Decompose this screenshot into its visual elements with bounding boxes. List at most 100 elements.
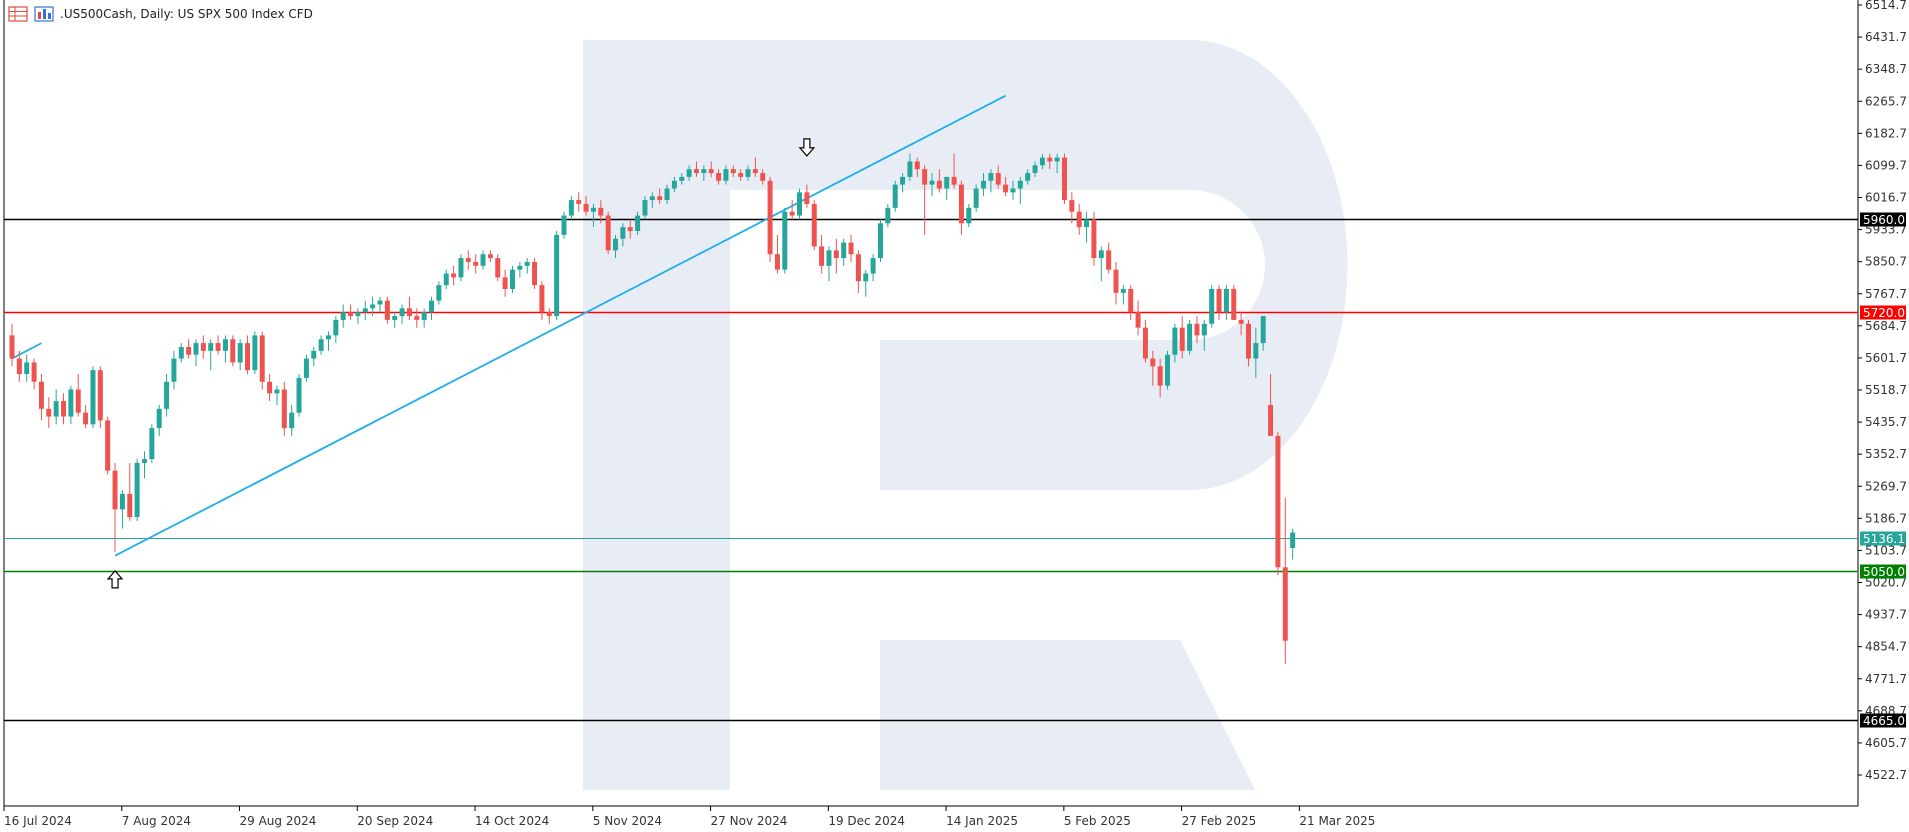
candle-body — [1091, 219, 1097, 259]
candle — [524, 258, 530, 274]
x-tick-label: 7 Aug 2024 — [122, 814, 191, 828]
level-5136-label-text: 5136.1 — [1863, 532, 1905, 546]
candle-body — [1003, 184, 1009, 193]
level-5720-label: 5720.0 — [1860, 305, 1906, 320]
candle — [245, 335, 251, 375]
candle-body — [384, 300, 390, 320]
candle — [38, 374, 44, 421]
candle — [811, 200, 817, 251]
y-tick-label: 5103.7 — [1865, 543, 1907, 557]
candle — [208, 339, 214, 371]
candle — [936, 169, 942, 193]
candle-body — [31, 362, 37, 382]
candle — [767, 176, 773, 262]
candle — [819, 234, 825, 274]
candle-body — [215, 343, 221, 351]
candle — [399, 304, 405, 324]
candle — [473, 254, 479, 274]
candle-body — [892, 184, 898, 208]
candle — [1039, 153, 1045, 170]
candle-body — [767, 180, 773, 255]
y-tick-label: 4937.7 — [1865, 608, 1907, 622]
candle — [1275, 432, 1281, 576]
candle-body — [1120, 288, 1126, 293]
candle — [892, 180, 898, 212]
candle — [127, 462, 133, 521]
y-tick-label: 6348.7 — [1865, 62, 1907, 76]
candle-body — [649, 196, 655, 201]
y-tick-label: 6182.7 — [1865, 126, 1907, 140]
candle — [1260, 316, 1266, 351]
candle-body — [973, 188, 979, 208]
candle-body — [311, 350, 317, 359]
y-tick-label: 4605.7 — [1865, 736, 1907, 750]
levels-layer — [4, 218, 1858, 722]
candle — [1091, 211, 1097, 266]
candle-body — [325, 335, 331, 340]
candle-body — [1282, 567, 1288, 641]
candle-body — [502, 277, 508, 289]
candle-body — [495, 258, 501, 278]
candle — [833, 238, 839, 274]
candle — [981, 173, 987, 197]
table-icon[interactable] — [8, 6, 28, 22]
candle — [46, 397, 52, 429]
candle-body — [1039, 157, 1045, 166]
candle-body — [458, 258, 464, 278]
bars-icon[interactable] — [34, 6, 54, 22]
candle — [1025, 169, 1031, 185]
y-tick-label: 6514.7 — [1865, 0, 1907, 12]
candle — [642, 196, 648, 220]
y-tick-label: 4522.7 — [1865, 768, 1907, 782]
candle — [613, 234, 619, 259]
plot-frame — [3, 0, 1859, 807]
candle-body — [487, 254, 493, 259]
candle — [24, 354, 30, 382]
candle-body — [112, 470, 118, 510]
x-tick-label: 5 Nov 2024 — [593, 814, 662, 828]
candle — [1290, 528, 1296, 560]
candle-body — [289, 412, 295, 429]
candle — [421, 308, 427, 328]
candle-body — [61, 401, 67, 417]
candle — [774, 234, 780, 274]
candle — [1150, 350, 1156, 386]
candle-body — [68, 389, 74, 417]
candle-body — [119, 493, 125, 510]
candle-body — [797, 192, 803, 216]
x-tick-label: 20 Sep 2024 — [357, 814, 433, 828]
candle — [451, 265, 457, 286]
candle-body — [222, 339, 228, 351]
candle-body — [598, 207, 604, 216]
trendlines-layer — [11, 94, 1007, 557]
symbol-title: .US500Cash, Daily: US SPX 500 Index CFD — [60, 7, 313, 21]
candle — [1268, 374, 1274, 436]
candle-body — [907, 161, 913, 177]
watermark-logo — [583, 40, 1348, 790]
candle-body — [362, 308, 368, 313]
candle — [1120, 285, 1126, 305]
candle-body — [9, 335, 15, 359]
candle-body — [473, 261, 479, 266]
candle — [1209, 285, 1215, 328]
candle — [274, 385, 280, 405]
candle — [1098, 246, 1104, 282]
candle — [1003, 176, 1009, 197]
y-axis: 6514.7 6431.7 6348.7 6265.7 6182.7 6099.7 6016… — [1858, 0, 1907, 782]
candle — [281, 381, 287, 436]
level-5960-label-bg — [1860, 212, 1906, 227]
candle-body — [480, 254, 486, 266]
candle — [9, 323, 15, 367]
x-tick-label: 14 Jan 2025 — [946, 814, 1018, 828]
candle — [900, 173, 906, 193]
candle — [429, 296, 435, 320]
candle-body — [546, 312, 552, 317]
candle-body — [870, 258, 876, 274]
candle — [112, 462, 118, 552]
candle — [605, 211, 611, 255]
candle — [1142, 319, 1148, 363]
candle-body — [1231, 288, 1237, 320]
candle-body — [981, 180, 987, 189]
